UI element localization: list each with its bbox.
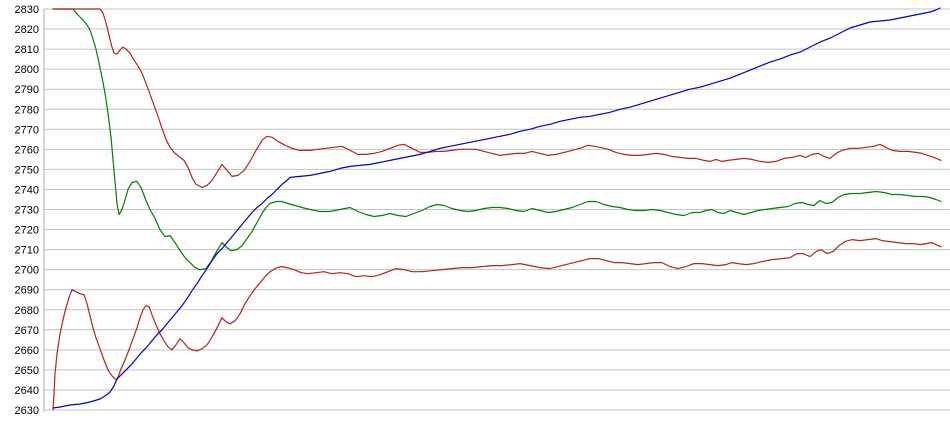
y-tick-label: 2720 [15,225,39,237]
y-tick-label: 2680 [15,305,39,317]
series-red-line-upper [52,8,942,188]
y-tick-label: 2740 [15,184,39,196]
y-tick-label: 2640 [15,385,39,397]
y-axis-tick-labels: 2830 2820 2810 2800 2790 2780 2770 2760 2750 2740… [15,4,39,417]
y-tick-label: 2790 [15,84,39,96]
y-tick-label: 2730 [15,205,39,217]
y-tick-label: 2760 [15,144,39,156]
y-tick-label: 2690 [15,285,39,297]
y-tick-label: 2750 [15,164,39,176]
y-tick-label: 2710 [15,245,39,257]
series-blue-line [52,7,941,409]
series-red-line-lower [52,238,942,411]
y-tick-label: 2630 [15,405,39,417]
y-tick-label: 2660 [15,345,39,357]
gridlines [44,8,950,411]
y-tick-label: 2700 [15,265,39,277]
chart-series [52,7,942,411]
y-tick-label: 2800 [15,64,39,76]
y-tick-label: 2770 [15,124,39,136]
y-tick-label: 2670 [15,325,39,337]
y-tick-label: 2650 [15,365,39,377]
series-green-line [52,8,942,271]
y-tick-label: 2810 [15,44,39,56]
y-tick-label: 2780 [15,104,39,116]
y-tick-label: 2830 [15,4,39,16]
y-tick-label: 2820 [15,24,39,36]
